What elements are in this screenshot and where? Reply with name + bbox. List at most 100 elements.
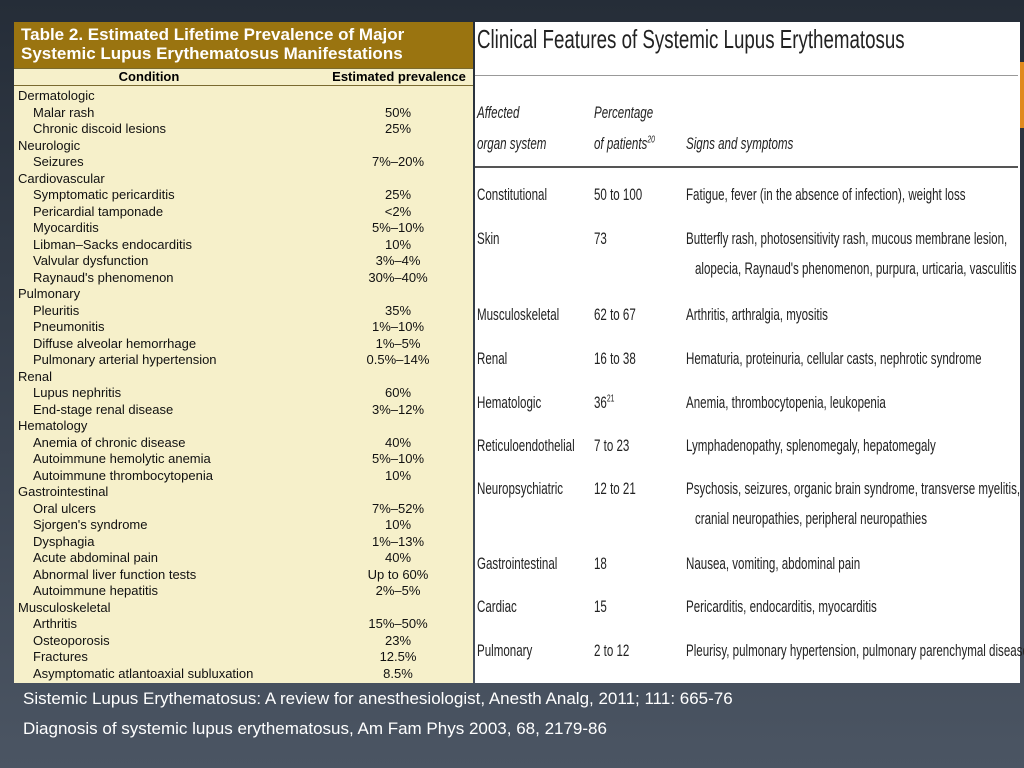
condition: Chronic discoid lesions [33,121,166,136]
group-name: Musculoskeletal [18,599,111,615]
prevalence: 10% [384,467,412,483]
group-name: Cardiovascular [18,170,105,186]
prevalence: 15%–50% [368,616,428,631]
organ-system: Pulmonary [477,641,533,660]
prevalence: 23% [384,632,412,648]
condition: Raynaud's phenomenon [33,269,174,285]
condition: Pleuritis [33,302,80,318]
prevalence: 0.5%–14% [366,352,430,367]
rule [14,85,473,86]
prevalence: 25% [384,121,412,136]
table-header [14,22,473,68]
rule [14,68,473,69]
organ-system: Renal [477,349,508,368]
signs: Lymphadenopathy, splenomegaly, hepatomeg… [686,436,936,455]
signs: Fatigue, fever (in the absence of infect… [686,185,966,204]
signs: alopecia, Raynaud's phenomenon, purpura,… [695,259,1017,278]
condition: Fractures [33,649,88,664]
prevalence: 12.5% [379,649,417,664]
rule [475,166,1018,168]
prevalence: 1%–13% [371,533,425,549]
condition: Libman–Sacks endocarditis [33,236,192,252]
condition: Symptomatic pericarditis [33,187,175,202]
condition: Osteoporosis [33,632,110,648]
prevalence: 35% [384,302,412,318]
condition: Dysphagia [33,533,95,549]
prevalence: 25% [384,187,412,202]
condition: Asymptomatic atlantoaxial subluxation [33,665,254,681]
signs: Arthritis, arthralgia, myositis [686,305,828,324]
percentage: 12 to 21 [594,479,636,498]
column-header: of patients20 [594,134,655,153]
condition: Autoimmune hemolytic anemia [33,451,211,466]
group-name: Pulmonary [18,286,81,301]
percentage: 73 [594,229,607,248]
condition: Lupus nephritis [33,385,122,400]
signs: cranial neuropathies, peripheral neuropa… [695,509,927,528]
condition: Pneumonitis [33,319,105,334]
organ-system: Gastrointestinal [477,554,558,573]
column-header: Signs and symptoms [686,134,794,153]
prevalence: 1%–10% [371,319,425,334]
prevalence: 1%–5% [375,335,421,351]
prevalence: Up to 60% [367,566,429,582]
condition: Oral ulcers [33,500,96,516]
condition: Valvular dysfunction [33,253,149,268]
group-name: Hematology [18,418,88,433]
accent-bar [1020,62,1024,128]
prevalence: 2%–5% [375,583,421,598]
features-table: Clinical Features of Systemic Lupus Eryt… [475,22,1024,683]
condition: Pericardial tamponade [33,203,164,219]
condition: Abnormal liver function tests [33,566,197,582]
group-name: Renal [18,368,52,384]
percentage: 15 [594,597,607,616]
prevalence: 3%–12% [371,401,425,417]
table-title: Table 2. Estimated Lifetime Prevalence o… [21,25,405,44]
prevalence: 7%–20% [371,154,425,169]
signs: Butterfly rash, photosensitivity rash, m… [686,229,1008,248]
rule [475,75,1018,76]
percentage: 50 to 100 [594,185,643,204]
signs: Pleurisy, pulmonary hypertension, pulmon… [686,641,1024,660]
group-name: Gastrointestinal [18,484,109,499]
reference: Diagnosis of systemic lupus erythematosu… [23,719,607,738]
prevalence: 40% [384,550,412,565]
condition: Anemia of chronic disease [33,434,186,450]
condition: Malar rash [33,104,95,120]
percentage: 16 to 38 [594,349,636,368]
percentage: 3621 [594,393,615,412]
signs: Anemia, thrombocytopenia, leukopenia [686,393,886,412]
prevalence: 60% [384,385,412,400]
reference: Sistemic Lupus Erythematosus: A review f… [23,689,733,708]
signs: Psychosis, seizures, organic brain syndr… [686,479,1021,498]
organ-system: Reticuloendothelial [477,436,575,455]
percentage: 7 to 23 [594,436,630,455]
column-header: Estimated prevalence [332,69,466,84]
organ-system: Skin [477,229,500,248]
signs: Hematuria, proteinuria, cellular casts, … [686,349,982,368]
prevalence: <2% [384,203,412,219]
table-title: Systemic Lupus Erythematosus Manifestati… [21,44,403,63]
prevalence: 5%–10% [371,451,425,466]
prevalence: 3%–4% [375,253,421,268]
column-header: Affected [477,103,520,122]
prevalence: 5%–10% [371,220,425,235]
condition: End-stage renal disease [33,401,174,417]
prevalence: 50% [384,104,412,120]
condition: Autoimmune thrombocytopenia [33,467,213,483]
column-header: Condition [118,69,180,84]
column-header: Percentage [594,103,654,122]
group-name: Dermatologic [18,88,95,103]
prevalence: 7%–52% [371,500,425,516]
prevalence: 10% [384,517,412,532]
organ-system: Neuropsychiatric [477,479,564,498]
organ-system: Musculoskeletal [477,305,560,324]
condition: Arthritis [33,616,78,631]
condition: Autoimmune hepatitis [33,583,159,598]
condition: Sjorgen's syndrome [33,517,148,532]
group-name: Neurologic [18,137,81,153]
reference-number: 20 [647,134,655,146]
prevalence: 40% [384,434,412,450]
organ-system: Constitutional [477,185,548,204]
